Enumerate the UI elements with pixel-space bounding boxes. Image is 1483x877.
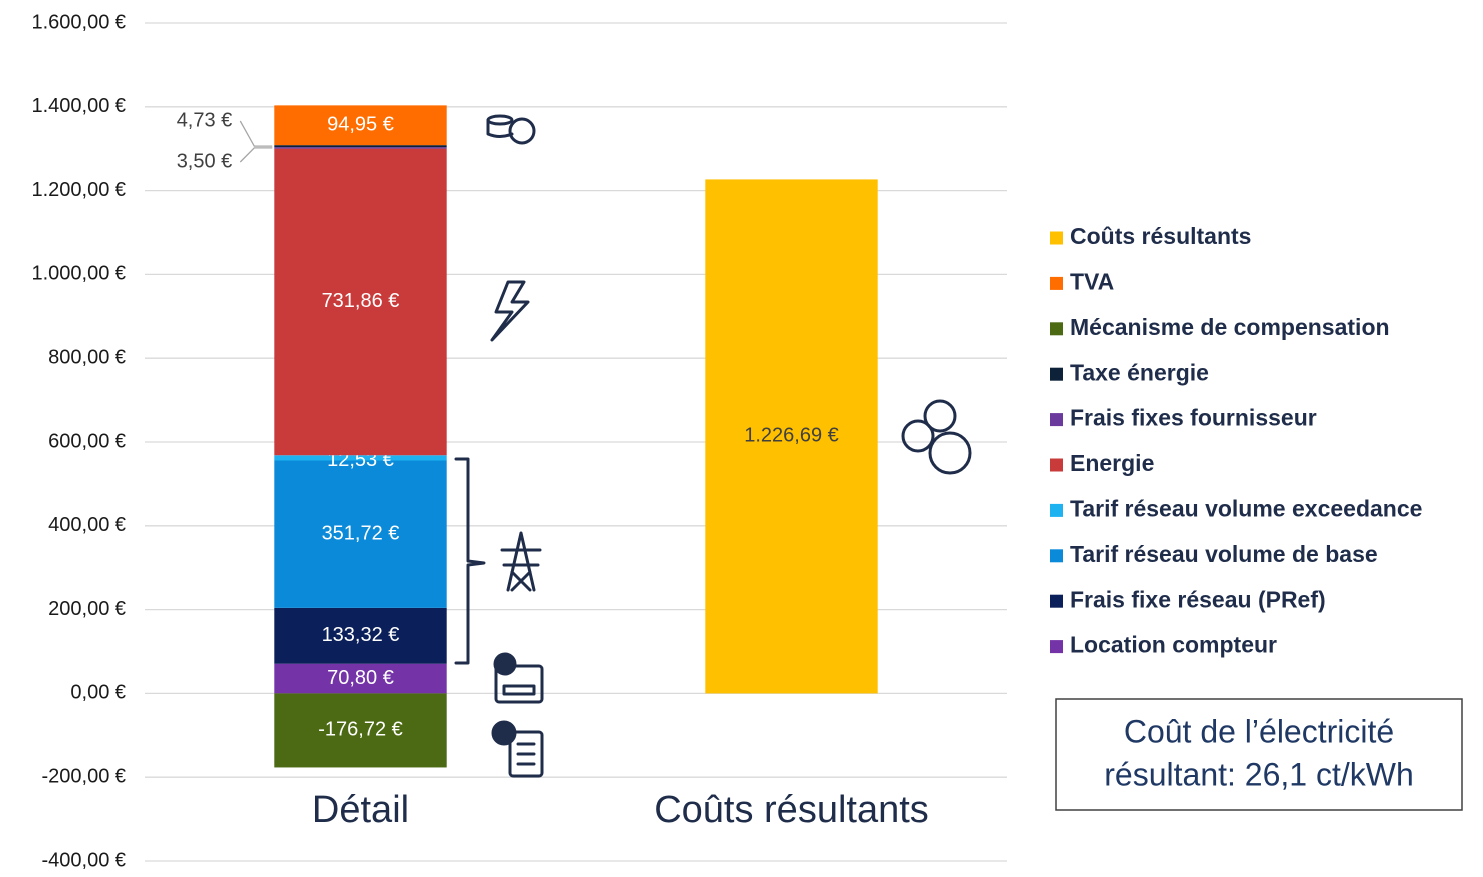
legend-swatch <box>1050 594 1063 608</box>
leader-line <box>239 120 273 147</box>
bar-segment <box>705 179 878 694</box>
y-tick-label: 1.200,00 € <box>31 179 126 201</box>
legend-label: Energie <box>1070 450 1154 476</box>
x-tick-label: Coûts résultants <box>654 789 929 831</box>
y-tick-label: 600,00 € <box>48 430 126 452</box>
y-tick-label: 1.400,00 € <box>31 95 126 117</box>
y-tick-label: 0,00 € <box>70 682 126 704</box>
x-tick-label: Détail <box>312 789 409 831</box>
y-tick-label: 1.600,00 € <box>31 11 126 33</box>
annotation: Coût de l’électricité <box>1124 713 1394 749</box>
legend-swatch <box>1050 458 1063 472</box>
legend-label: Frais fixes fournisseur <box>1070 405 1317 431</box>
lightning-icon <box>490 280 530 342</box>
pylon-icon <box>500 531 542 592</box>
coins-icon <box>486 114 536 145</box>
value-label: 351,72 € <box>322 522 400 544</box>
legend-swatch <box>1050 231 1063 245</box>
legend-swatch <box>1050 503 1063 517</box>
legend-swatch <box>1050 367 1063 381</box>
y-tick-label: -400,00 € <box>41 849 126 871</box>
annotation: résultant: 26,1 ct/kWh <box>1104 756 1413 792</box>
legend-label: Tarif réseau volume de base <box>1070 541 1378 567</box>
value-label: 3,50 € <box>177 150 233 172</box>
legend-label: Coûts résultants <box>1070 223 1251 249</box>
bar-segment <box>274 663 447 694</box>
legend-swatch <box>1050 322 1063 336</box>
bar-segment <box>274 145 447 148</box>
y-tick-label: 800,00 € <box>48 346 126 368</box>
bar-segment <box>274 105 447 146</box>
legend-swatch <box>1050 640 1063 654</box>
y-tick-label: 200,00 € <box>48 598 126 620</box>
y-tick-label: -200,00 € <box>41 765 126 787</box>
value-label: 133,32 € <box>322 624 400 646</box>
value-label: 70,80 € <box>327 667 394 689</box>
y-tick-label: 400,00 € <box>48 514 126 536</box>
euro-coins-icon <box>901 399 972 475</box>
bar-segment <box>274 693 447 768</box>
legend-label: Location compteur <box>1070 632 1277 658</box>
legend-swatch <box>1050 276 1063 290</box>
bar-segment <box>274 460 447 608</box>
legend-swatch <box>1050 549 1063 563</box>
bill-icon <box>491 720 544 778</box>
icons <box>454 114 972 778</box>
value-label: 1.226,69 € <box>744 425 839 447</box>
bar-segment <box>274 147 447 149</box>
value-label: 94,95 € <box>327 114 394 136</box>
legend-swatch <box>1050 413 1063 427</box>
bar-segment <box>274 455 447 461</box>
y-tick-label: 1.000,00 € <box>31 263 126 285</box>
meter-icon <box>493 652 544 704</box>
value-label: -176,72 € <box>318 719 403 741</box>
bracket <box>454 457 486 665</box>
value-label: 4,73 € <box>177 109 233 131</box>
legend-label: Taxe énergie <box>1070 359 1209 385</box>
bar-segment <box>274 607 447 664</box>
value-label: 731,86 € <box>322 290 400 312</box>
legend-label: Tarif réseau volume exceedance <box>1070 495 1422 521</box>
bar-segment <box>274 148 447 456</box>
legend-label: TVA <box>1070 268 1114 294</box>
legend-label: Frais fixe réseau (PRef) <box>1070 586 1326 612</box>
legend-label: Mécanisme de compensation <box>1070 314 1390 340</box>
leader-line <box>239 147 273 163</box>
annotation-box <box>1055 698 1463 811</box>
